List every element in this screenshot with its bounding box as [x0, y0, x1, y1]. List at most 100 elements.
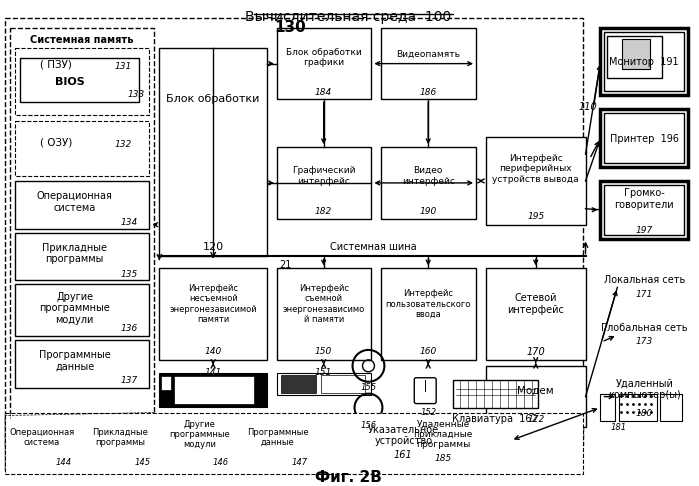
Bar	[382, 268, 476, 360]
Bar	[605, 32, 684, 91]
Bar	[277, 28, 371, 100]
Text: 133: 133	[127, 90, 145, 99]
Text: 150: 150	[315, 347, 332, 356]
Text: 173: 173	[635, 337, 653, 347]
Text: 120: 120	[203, 242, 224, 252]
Text: 141: 141	[205, 368, 222, 377]
Bar	[241, 416, 316, 470]
Bar	[486, 366, 586, 428]
Text: BIOS: BIOS	[55, 76, 85, 87]
Text: Блок обработки
графики: Блок обработки графики	[286, 48, 361, 68]
Bar	[20, 58, 140, 103]
Text: 172: 172	[527, 415, 545, 424]
Bar	[162, 416, 237, 470]
Text: 145: 145	[134, 458, 150, 467]
Text: Программные
данные: Программные данные	[247, 428, 309, 447]
Bar	[159, 268, 267, 360]
Text: 182: 182	[315, 207, 332, 216]
Text: Интерфейс
съемной
энергонезависимо
й памяти: Интерфейс съемной энергонезависимо й пам…	[282, 284, 365, 324]
Text: Операционная
система: Операционная система	[9, 428, 75, 447]
Text: 110: 110	[579, 103, 598, 112]
Text: Видеопамять: Видеопамять	[396, 50, 460, 59]
Bar	[15, 181, 150, 228]
Text: 130: 130	[274, 20, 305, 35]
Bar	[377, 416, 511, 465]
Text: Удаленные
прикладные
программы: Удаленные прикладные программы	[414, 419, 473, 450]
Bar	[5, 18, 582, 445]
Text: Интерфейс
пользовательского
ввода: Интерфейс пользовательского ввода	[386, 289, 471, 319]
Text: Модем: Модем	[517, 386, 554, 396]
Text: 136: 136	[120, 324, 138, 332]
Text: Локальная сеть: Локальная сеть	[604, 276, 685, 285]
Bar	[486, 137, 586, 225]
Bar	[10, 28, 154, 416]
Text: 21: 21	[279, 260, 291, 270]
Bar	[600, 28, 688, 95]
Text: 161: 161	[394, 451, 412, 460]
Text: 144: 144	[56, 458, 72, 467]
Text: 195: 195	[527, 212, 545, 221]
Text: Прикладные
программы: Прикладные программы	[92, 428, 148, 447]
Bar	[605, 113, 684, 163]
Bar	[15, 233, 150, 280]
Bar	[661, 394, 682, 421]
Text: 155: 155	[361, 383, 377, 392]
Text: 171: 171	[635, 290, 653, 299]
Text: ( ОЗУ): ( ОЗУ)	[40, 137, 72, 147]
Text: 190: 190	[419, 207, 437, 216]
Text: Графический
интерфейс: Графический интерфейс	[292, 166, 355, 186]
Bar	[161, 376, 171, 390]
Bar	[15, 122, 150, 176]
Bar	[15, 48, 150, 115]
Text: 160: 160	[419, 347, 437, 356]
Text: Указательное
устройство: Указательное устройство	[368, 425, 439, 446]
Bar	[600, 394, 615, 421]
Bar	[5, 413, 582, 474]
Bar	[277, 373, 371, 395]
Bar	[605, 185, 684, 235]
Text: Принтер  196: Принтер 196	[610, 134, 679, 144]
Bar	[600, 181, 688, 239]
Bar	[174, 376, 254, 403]
Text: Блок обработки: Блок обработки	[166, 94, 260, 104]
Text: 140: 140	[205, 347, 222, 356]
Text: 146: 146	[213, 458, 229, 467]
Text: Другие
программные
модули: Другие программные модули	[39, 292, 110, 325]
Bar	[159, 48, 267, 257]
Bar	[607, 36, 662, 78]
Text: 147: 147	[291, 458, 308, 467]
Text: Системная шина: Системная шина	[330, 242, 417, 252]
Text: Громко-
говорители: Громко- говорители	[614, 188, 674, 209]
Text: 197: 197	[635, 226, 653, 235]
Bar	[84, 416, 159, 470]
Text: Удаленный
компьютер(ы): Удаленный компьютер(ы)	[608, 379, 681, 400]
Text: Сетевой
интерфейс: Сетевой интерфейс	[507, 294, 564, 315]
Bar	[453, 380, 538, 408]
Bar	[5, 416, 80, 470]
Bar	[382, 147, 476, 219]
Bar	[600, 109, 688, 167]
Bar	[622, 39, 650, 69]
Bar	[281, 375, 316, 393]
Text: Интерфейс
периферийных
устройств вывода: Интерфейс периферийных устройств вывода	[492, 154, 579, 184]
Text: 170: 170	[526, 347, 545, 357]
Text: 131: 131	[115, 62, 132, 71]
Bar	[619, 394, 657, 421]
Text: Вычислительная среда  100: Вычислительная среда 100	[245, 10, 452, 24]
Text: 152: 152	[420, 408, 436, 417]
Text: 132: 132	[115, 139, 132, 149]
Text: ( ПЗУ): ( ПЗУ)	[40, 60, 72, 69]
Text: 185: 185	[435, 454, 452, 463]
Bar	[486, 268, 586, 360]
Text: Клавиатура  162: Клавиатура 162	[452, 415, 538, 424]
Text: Программные
данные: Программные данные	[39, 350, 110, 372]
Text: 186: 186	[419, 88, 437, 97]
Text: 180: 180	[635, 409, 653, 418]
Text: Операционная
система: Операционная система	[37, 191, 113, 212]
Text: 137: 137	[120, 376, 138, 385]
Bar	[15, 340, 150, 388]
Text: 134: 134	[120, 218, 138, 227]
Bar	[159, 373, 267, 407]
Text: 184: 184	[315, 88, 332, 97]
Text: Другие
программные
модули: Другие программные модули	[169, 419, 229, 450]
